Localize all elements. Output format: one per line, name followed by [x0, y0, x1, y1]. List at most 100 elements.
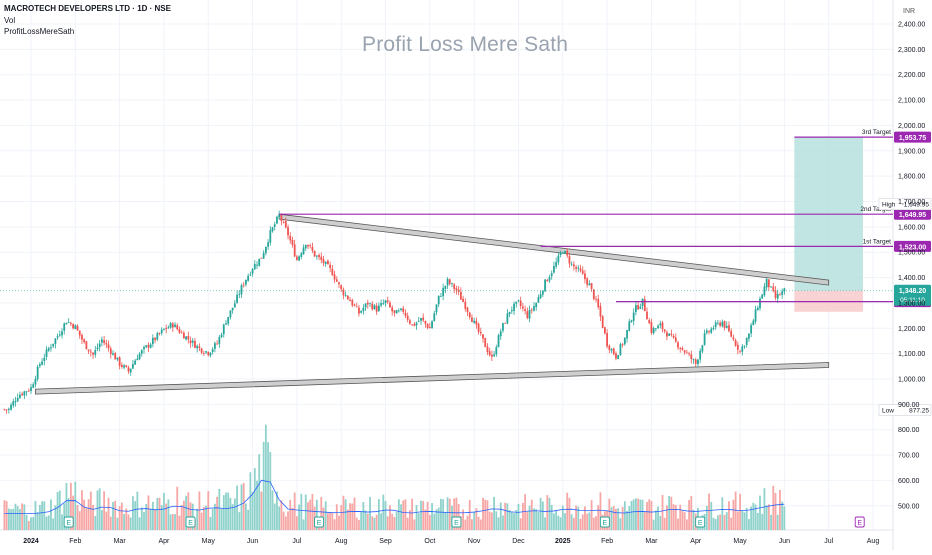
volume-bar — [776, 514, 779, 530]
earnings-marker[interactable] — [451, 516, 462, 528]
volume-bar — [630, 500, 633, 530]
volume-indicator-label[interactable]: Vol — [4, 16, 16, 25]
candle-body — [34, 378, 37, 385]
symbol-title[interactable]: MACROTECH DEVELOPERS LTD · 1D · NSE — [4, 4, 171, 13]
x-tick-label: Feb — [69, 538, 81, 545]
lower-channel-band[interactable] — [35, 362, 830, 395]
candle-body — [7, 408, 10, 410]
volume-bar — [635, 498, 637, 530]
volume-bar — [752, 502, 755, 530]
volume-bar — [608, 498, 611, 530]
volume-bar — [315, 499, 318, 530]
candle-body — [453, 284, 456, 290]
level-price-tag[interactable] — [894, 240, 931, 252]
volume-bar — [579, 518, 582, 530]
trendlines[interactable] — [35, 213, 830, 395]
volume-bar — [198, 491, 201, 530]
volume-bar — [127, 514, 130, 530]
candle-body — [346, 295, 349, 300]
candle-body — [526, 311, 529, 319]
candle-body — [734, 340, 737, 346]
candle-body — [759, 298, 761, 309]
volume-bar — [537, 512, 540, 530]
volume-bar — [615, 508, 617, 530]
volume-bar — [570, 514, 573, 530]
candle-body — [615, 353, 617, 359]
candle-body — [14, 401, 17, 403]
position-box[interactable] — [794, 137, 863, 312]
candle-body — [517, 300, 520, 302]
volume-bar — [289, 499, 292, 530]
candle-body — [154, 337, 156, 340]
volume-bar — [273, 503, 276, 530]
candle-body — [313, 250, 316, 257]
volume-bar — [380, 513, 382, 530]
volume-bar — [61, 514, 63, 530]
candle-body — [559, 252, 562, 256]
volume-bar — [298, 504, 301, 530]
volume-bar — [417, 513, 420, 530]
candle-body — [504, 322, 507, 324]
candle-body — [522, 306, 524, 309]
volume-bar — [307, 502, 309, 530]
volume-bar — [169, 514, 172, 530]
candle-body — [566, 250, 569, 256]
volume-bar — [358, 519, 360, 530]
target-levels[interactable]: 3rd Target 1,953.75 2nd Target 1,649.95 1st … — [0, 129, 932, 416]
earnings-marker[interactable] — [695, 516, 706, 528]
x-tick-label: May — [733, 538, 747, 545]
candle-body — [149, 344, 152, 348]
upper-channel-band[interactable] — [278, 213, 830, 286]
script-indicator-label[interactable]: ProfitLossMereSath — [4, 27, 75, 36]
candle-body — [767, 279, 770, 288]
candle-body — [404, 312, 407, 316]
volume-bar — [25, 514, 28, 530]
earnings-marker[interactable] — [185, 516, 196, 528]
candle-body — [67, 322, 70, 323]
earnings-marker[interactable] — [314, 516, 325, 528]
x-axis[interactable]: 2024 Feb Mar Apr May Jun Jul Aug Sep Oct Nov Dec 202… — [23, 538, 879, 545]
level-price-tag[interactable] — [894, 208, 931, 220]
candle-body — [182, 332, 185, 339]
volume-bar — [360, 511, 363, 530]
volume-bar — [327, 513, 329, 530]
candle-body — [424, 321, 427, 324]
earnings-marker[interactable] — [599, 516, 610, 528]
candle-body — [276, 216, 278, 224]
volume-bar — [389, 505, 391, 530]
volume-bar — [373, 517, 376, 530]
candle-body — [174, 324, 176, 328]
level-price-tag[interactable] — [894, 131, 931, 143]
candle-body — [409, 320, 411, 324]
candle-body — [524, 309, 527, 311]
candle-body — [679, 348, 682, 349]
y-axis[interactable]: 2,400.00 2,300.00 2,200.00 2,100.00 2,000.00… — [898, 22, 925, 511]
candle-body — [666, 332, 668, 337]
candle-body — [606, 333, 609, 347]
volume-bar — [76, 505, 79, 530]
low-tag[interactable] — [878, 404, 932, 416]
volume-bar — [291, 507, 294, 530]
y-tick-label: 2,100.00 — [898, 98, 925, 105]
volume-bar — [189, 502, 192, 530]
low-prefix: Low — [882, 408, 894, 415]
volume-bar — [245, 503, 247, 530]
candle-body — [249, 274, 252, 276]
candle-body — [539, 294, 542, 298]
candle-body — [754, 309, 757, 322]
candle-body — [87, 349, 90, 352]
high-tag[interactable] — [878, 198, 932, 210]
earnings-marker[interactable] — [63, 516, 74, 528]
candle-body — [739, 350, 741, 352]
candle-body — [708, 331, 710, 333]
earnings-marker[interactable] — [854, 516, 865, 528]
last-price-tag[interactable] — [894, 284, 931, 306]
candle-body — [440, 296, 442, 297]
volume-bar — [548, 497, 551, 530]
candle-body — [50, 347, 52, 349]
candle-body — [63, 323, 66, 331]
candle-body — [284, 221, 287, 228]
